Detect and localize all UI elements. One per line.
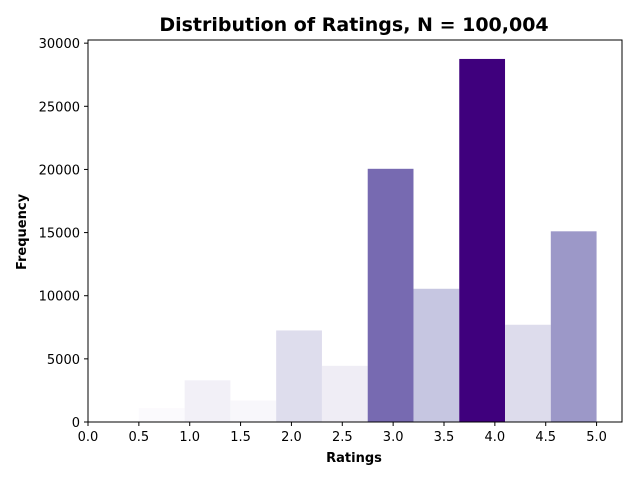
y-tick-label: 15000 (39, 227, 80, 242)
y-tick-label: 5000 (47, 353, 80, 368)
plot-frame (87, 39, 623, 423)
histogram-bar-6 (413, 288, 460, 422)
x-tick-label: 0.5 (129, 430, 150, 445)
axes-frame (87, 39, 623, 423)
histogram-bar-9 (550, 231, 597, 422)
y-tick-label: 0 (72, 416, 80, 431)
histogram-bar-8 (505, 324, 551, 422)
histogram-bar-3 (276, 330, 322, 422)
x-tick-label: 2.0 (281, 430, 302, 445)
y-tick-label: 30000 (39, 37, 80, 52)
histogram-bar-7 (459, 58, 506, 423)
y-tick-label: 20000 (39, 163, 80, 178)
x-tick-label: 3.5 (434, 430, 455, 445)
y-axis-label: Frequency (15, 193, 30, 270)
histogram-bar-0 (138, 408, 185, 422)
bars-layer (138, 58, 597, 423)
x-tick-label: 1.0 (179, 430, 200, 445)
x-tick-label: 2.5 (332, 430, 353, 445)
histogram-bar-5 (367, 168, 414, 422)
x-tick-label: 0.0 (78, 430, 99, 445)
x-tick-label: 1.5 (230, 430, 251, 445)
x-tick-label: 5.0 (586, 430, 607, 445)
x-axis-label: Ratings (326, 451, 382, 466)
x-tick-label: 4.0 (485, 430, 506, 445)
x-tick-label: 4.5 (535, 430, 556, 445)
histogram-bar-2 (230, 400, 277, 422)
y-tick-label: 25000 (39, 100, 80, 115)
histogram-bar-4 (321, 365, 368, 422)
x-axis-ticks: 0.0 0.5 1.0 1.5 2.0 2.5 3.0 3.5 4.0 4.5 5.0 (78, 422, 607, 445)
x-tick-label: 3.0 (383, 430, 404, 445)
histogram-bar-1 (184, 380, 231, 422)
y-tick-label: 10000 (39, 290, 80, 305)
y-axis-ticks: 0 5000 10000 15000 20000 25000 30000 (39, 37, 88, 431)
chart-title: Distribution of Ratings, N = 100,004 (159, 14, 548, 36)
